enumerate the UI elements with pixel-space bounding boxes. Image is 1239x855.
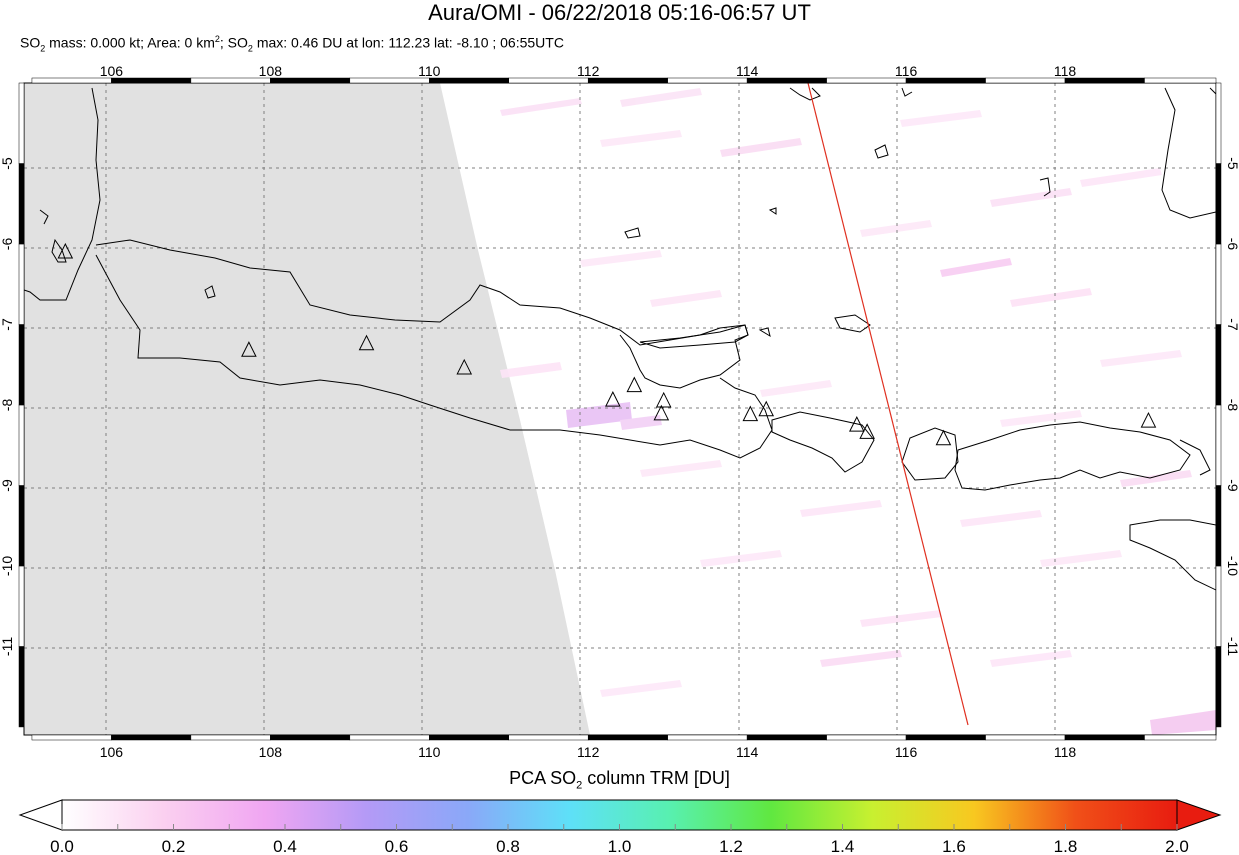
colorbar-tick-label: 1.6 xyxy=(942,837,966,855)
colorbar-tick-label: 0.8 xyxy=(496,837,520,855)
no-data-region xyxy=(24,83,590,735)
coastlines xyxy=(24,87,1216,591)
lat-tick-label: -9 xyxy=(1225,479,1239,492)
lon-tick-label: 110 xyxy=(418,744,441,760)
lon-labels-bottom: 106 108 110 112 114 116 118 xyxy=(100,744,1077,760)
lat-tick-label: -6 xyxy=(0,238,15,251)
colorbar-tick-label: 0.6 xyxy=(385,837,409,855)
volcano-icon xyxy=(358,334,375,351)
lat-tick-label: -10 xyxy=(0,556,15,576)
lat-labels-left: -5 -6 -7 -8 -9 -10 -11 xyxy=(0,157,15,656)
lat-tick-label: -11 xyxy=(0,637,15,656)
gridlines xyxy=(24,83,1216,735)
colorbar-tick-label: 1.0 xyxy=(608,837,632,855)
colorbar-title: PCA SO2 column TRM [DU] xyxy=(509,768,730,792)
lon-tick-label: 112 xyxy=(577,63,600,79)
lat-tick-label: -6 xyxy=(1225,238,1239,251)
colorbar-min-arrow xyxy=(18,799,63,831)
map-title: Aura/OMI - 06/22/2018 05:16-06:57 UT xyxy=(428,0,811,25)
colorbar-tick-label: 1.8 xyxy=(1054,837,1078,855)
volcano-icon xyxy=(1140,411,1157,428)
lon-tick-label: 116 xyxy=(895,744,918,760)
lat-tick-label: -11 xyxy=(1225,637,1239,656)
lon-tick-label: 106 xyxy=(100,63,124,79)
volcano-icon xyxy=(849,415,865,432)
volcano-icon xyxy=(859,423,875,439)
lon-tick-label: 106 xyxy=(100,744,124,760)
colorbar-tick-label: 0.2 xyxy=(162,837,186,855)
lat-tick-label: -5 xyxy=(1225,157,1239,170)
lat-tick-label: -9 xyxy=(0,479,15,492)
volcano-icon xyxy=(935,429,952,446)
volcano-icon xyxy=(456,358,473,375)
colorbar-tick-label: 0.4 xyxy=(273,837,297,855)
volcano-icon xyxy=(653,404,670,421)
lat-tick-label: -8 xyxy=(1225,399,1239,412)
orbit-track xyxy=(807,83,969,726)
lat-tick-label: -8 xyxy=(0,399,15,412)
lon-tick-label: 114 xyxy=(736,63,759,79)
lon-tick-label: 110 xyxy=(418,63,441,79)
so2-pixels xyxy=(500,88,1216,735)
lon-tick-label: 118 xyxy=(1054,744,1077,760)
lon-labels-top: 106 108 110 112 114 116 118 xyxy=(100,63,1077,79)
lon-tick-label: 108 xyxy=(259,63,283,79)
lon-tick-label: 114 xyxy=(736,744,759,760)
volcano-icon xyxy=(57,242,74,259)
volcano-icon xyxy=(655,391,672,408)
colorbar-max-arrow xyxy=(1176,799,1222,831)
lon-tick-label: 112 xyxy=(577,744,600,760)
axis-border-bars xyxy=(18,77,1222,741)
volcano-icon xyxy=(758,400,775,417)
lat-labels-right: -5 -6 -7 -8 -9 -10 -11 xyxy=(1225,157,1239,656)
colorbar-tick-label: 0.0 xyxy=(50,837,74,855)
lat-tick-label: -5 xyxy=(0,157,15,170)
lon-tick-label: 116 xyxy=(895,63,918,79)
lat-tick-label: -7 xyxy=(0,318,15,331)
colorbar: 0.0 0.2 0.4 0.6 0.8 1.0 1.2 1.4 1.6 1.8 2.0 xyxy=(18,799,1222,855)
lon-tick-label: 118 xyxy=(1054,63,1077,79)
colorbar-tick-label: 1.2 xyxy=(719,837,743,855)
colorbar-tick-label: 1.4 xyxy=(831,837,855,855)
lon-tick-label: 108 xyxy=(259,744,283,760)
colorbar-tick-label: 2.0 xyxy=(1165,837,1189,855)
lat-tick-label: -7 xyxy=(1225,318,1239,331)
volcano-icon xyxy=(742,405,759,422)
lat-tick-label: -10 xyxy=(1225,556,1239,576)
map-subtitle: SO2 mass: 0.000 kt; Area: 0 km2; SO2 max… xyxy=(20,34,564,54)
volcano-markers xyxy=(57,242,1157,446)
volcano-icon xyxy=(241,341,257,357)
volcano-icon xyxy=(605,391,621,407)
volcano-icon xyxy=(626,376,643,393)
